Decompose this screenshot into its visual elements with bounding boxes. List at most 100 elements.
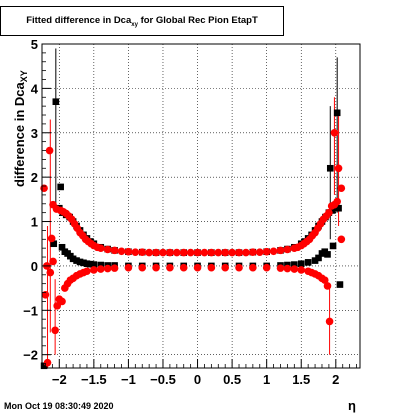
- data-point-circle: [262, 247, 271, 256]
- data-point-circle: [46, 268, 55, 277]
- data-point-circle: [228, 248, 236, 257]
- y-tick-label: −1: [23, 303, 38, 318]
- data-point-square: [291, 261, 298, 268]
- y-tick-label: 2: [31, 170, 38, 185]
- chart-title: Fitted difference in Dcaxy for Global Re…: [0, 6, 284, 36]
- x-tick-label: −0.5: [150, 372, 176, 387]
- data-point-circle: [166, 248, 174, 257]
- plot-frame: [41, 43, 361, 369]
- data-point-square: [90, 261, 98, 268]
- y-tick-label: −2: [23, 348, 38, 363]
- data-point-circle: [221, 248, 229, 257]
- data-point-circle: [323, 282, 332, 290]
- data-point-square: [326, 164, 334, 172]
- data-point-circle: [58, 297, 66, 306]
- x-tick-label: −1.5: [81, 372, 107, 387]
- data-point-circle: [242, 248, 250, 257]
- data-point-circle: [103, 245, 112, 254]
- data-point-square: [58, 243, 66, 251]
- y-tick-label: 4: [31, 81, 39, 96]
- axis-ticks: [42, 43, 357, 368]
- data-point-circle: [117, 247, 126, 256]
- data-point-circle: [330, 128, 339, 137]
- data-point-square: [69, 255, 77, 263]
- x-axis-label: η: [348, 398, 356, 413]
- data-point-circle: [96, 244, 105, 252]
- data-point-square: [83, 260, 91, 267]
- data-point-square: [87, 260, 94, 268]
- data-point-circle: [200, 248, 209, 257]
- data-point-circle: [327, 202, 336, 210]
- data-point-circle: [124, 263, 133, 272]
- data-point-circle: [49, 257, 57, 266]
- data-point-circle: [138, 248, 147, 256]
- data-point-square: [52, 98, 60, 105]
- data-point-square: [73, 257, 80, 264]
- svg-text:difference in DcaXY: difference in DcaXY: [12, 70, 29, 187]
- chart-title-main: Fitted difference in Dca: [26, 15, 132, 26]
- x-tick-label: −1: [121, 372, 136, 387]
- data-point-circle: [90, 266, 98, 274]
- data-point-circle: [283, 245, 292, 254]
- data-point-circle: [145, 248, 153, 257]
- data-point-circle: [51, 326, 59, 335]
- data-point-square: [40, 362, 48, 370]
- y-tick-label: 1: [31, 215, 38, 230]
- data-point-circle: [179, 248, 188, 257]
- x-tick-label: 1: [263, 372, 270, 387]
- y-tick-label: 3: [31, 126, 38, 141]
- data-point-circle: [207, 263, 216, 272]
- timestamp: Mon Oct 19 08:30:49 2020: [4, 401, 114, 411]
- data-point-circle: [131, 248, 140, 256]
- y-axis-label: difference in DcaXY: [12, 70, 29, 187]
- data-point-square: [336, 281, 344, 288]
- data-point-circle: [159, 248, 167, 257]
- data-point-circle: [179, 263, 188, 272]
- data-point-square: [329, 207, 336, 214]
- data-point-circle: [334, 164, 343, 173]
- data-point-circle: [325, 208, 333, 217]
- x-tick-label: 0.5: [223, 372, 241, 387]
- x-tick-label: 2: [332, 372, 339, 387]
- data-point-circle: [186, 248, 195, 257]
- data-point-circle: [325, 317, 334, 326]
- data-point-square: [315, 254, 322, 262]
- data-point-circle: [269, 247, 278, 256]
- y-tick-label: 0: [31, 259, 38, 274]
- data-point-square: [333, 109, 341, 117]
- data-point-square: [324, 251, 331, 258]
- x-tick-label: 1.5: [292, 372, 310, 387]
- data-markers: [40, 98, 346, 370]
- data-point-circle: [43, 358, 52, 367]
- data-point-circle: [221, 263, 229, 272]
- data-point-square: [76, 258, 84, 266]
- data-point-circle: [235, 263, 243, 272]
- data-point-circle: [83, 267, 91, 276]
- chart-title-subscript: xy: [131, 22, 138, 28]
- data-point-square: [97, 261, 105, 269]
- data-point-circle: [235, 248, 243, 257]
- data-point-circle: [283, 264, 292, 273]
- data-point-circle: [53, 302, 62, 310]
- axis-tick-labels: −2 −1.5 −1 −0.5 0 0.5 1 1.5 2 −2 −1 0 1 2 3 4 5: [23, 37, 339, 387]
- y-tick-label: 5: [31, 37, 38, 52]
- grid-lines: [42, 43, 360, 368]
- data-point-circle: [110, 264, 119, 272]
- y-axis-label-subscript: XY: [19, 70, 29, 82]
- data-point-circle: [110, 246, 119, 255]
- error-bars: [47, 48, 340, 368]
- data-point-circle: [193, 263, 202, 272]
- data-point-circle: [249, 263, 257, 272]
- data-point-circle: [320, 276, 329, 284]
- data-point-circle: [276, 246, 285, 255]
- data-point-square: [50, 240, 58, 248]
- data-point-circle: [255, 248, 264, 256]
- data-point-circle: [290, 265, 299, 273]
- x-tick-label: 0: [194, 372, 201, 387]
- data-point-circle: [337, 235, 346, 244]
- data-point-circle: [337, 184, 346, 193]
- data-point-square: [311, 257, 319, 264]
- data-point-circle: [152, 263, 160, 272]
- data-point-circle: [41, 290, 50, 299]
- data-point-circle: [96, 265, 105, 273]
